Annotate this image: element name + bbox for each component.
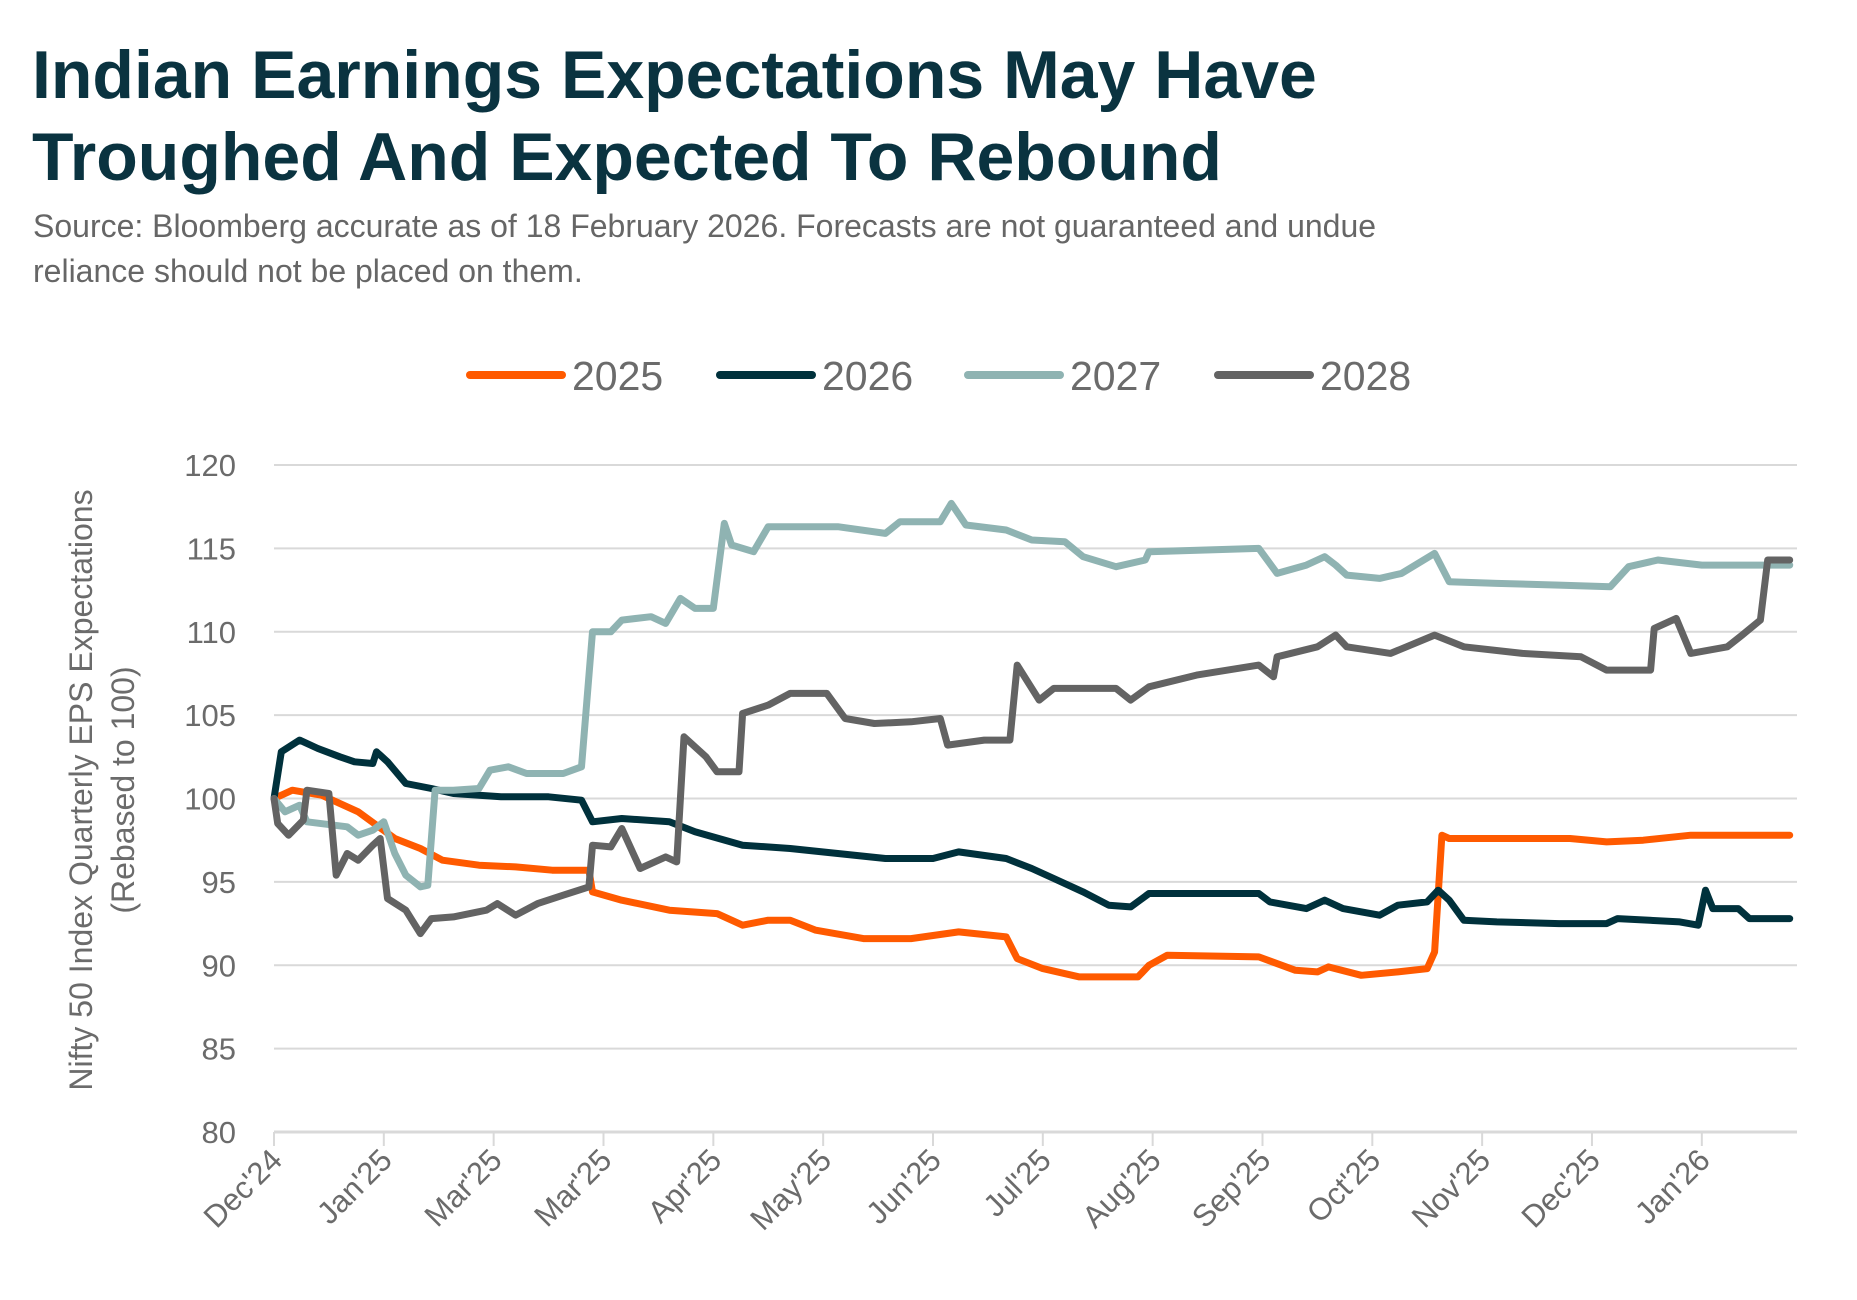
series-line-2025 — [270, 786, 1794, 981]
legend-label-2026: 2026 — [822, 353, 913, 399]
y-tick-label: 80 — [202, 1115, 236, 1150]
x-tick-label: Dec'24 — [197, 1142, 289, 1234]
x-tick-label: Sep'25 — [1185, 1142, 1277, 1234]
x-tick-label: Mar'25 — [418, 1142, 509, 1233]
y-axis-label: Nifty 50 Index Quarterly EPS Expectation… — [63, 489, 99, 1090]
y-tick-label: 95 — [202, 865, 236, 900]
x-tick-label: Jan'25 — [310, 1142, 399, 1231]
x-tick-label: Jun'25 — [859, 1142, 948, 1231]
y-tick-label: 100 — [184, 782, 236, 817]
x-tick-label: Jul'25 — [976, 1142, 1057, 1223]
x-tick-label: Jan'26 — [1628, 1142, 1717, 1231]
legend: 2025 2026 2027 2028 — [466, 353, 1411, 399]
y-axis-ticks: 80 85 90 95 100 105 110 115 120 — [184, 448, 236, 1150]
x-tick-label: Dec'25 — [1515, 1142, 1607, 1234]
x-tick-label: Mar'25 — [527, 1142, 618, 1233]
legend-label-2027: 2027 — [1070, 353, 1161, 399]
x-axis-ticks: Dec'24 Jan'25 Mar'25 Mar'25 Apr'25 May'25 Jun'… — [197, 1142, 1717, 1237]
chart-source-note: Source: Bloomberg accurate as of 18 Febr… — [33, 208, 1377, 289]
x-tick-label: Oct'25 — [1300, 1142, 1387, 1229]
series-line-2028 — [270, 556, 1794, 938]
y-tick-label: 90 — [202, 948, 236, 983]
x-tick-label: May'25 — [743, 1142, 838, 1237]
y-tick-label: 85 — [202, 1032, 236, 1067]
x-tick-label: Aug'25 — [1075, 1142, 1167, 1234]
x-tick-label: Apr'25 — [641, 1142, 728, 1229]
y-tick-label: 110 — [187, 615, 236, 650]
series-line-2027 — [270, 499, 1794, 891]
chart-title: Indian Earnings Expectations May Have Tr… — [32, 37, 1317, 195]
y-tick-label: 105 — [184, 698, 236, 733]
y-axis-label-line-2: (Rebased to 100) — [105, 666, 141, 913]
y-tick-label: 120 — [184, 448, 236, 483]
x-tick-label: Nov'25 — [1405, 1142, 1497, 1234]
legend-label-2028: 2028 — [1320, 353, 1411, 399]
legend-label-2025: 2025 — [572, 353, 663, 399]
y-tick-label: 115 — [187, 531, 236, 566]
gridlines — [273, 464, 1797, 1146]
series-line-2026 — [270, 736, 1794, 929]
series-lines — [270, 499, 1794, 981]
